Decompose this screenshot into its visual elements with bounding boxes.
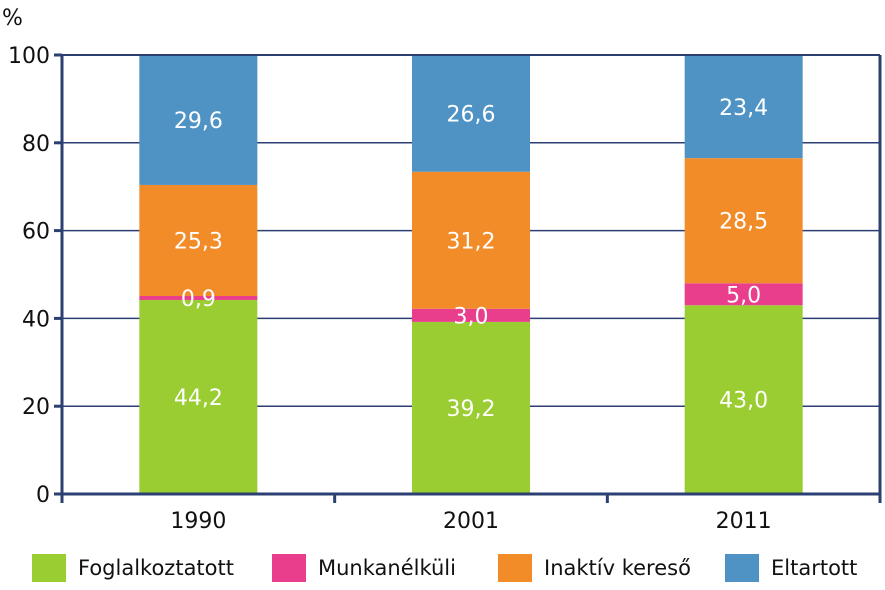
legend-label-munkanelkuli: Munkanélküli xyxy=(318,556,456,580)
data-label: 28,5 xyxy=(719,210,768,235)
bar-segment xyxy=(139,55,258,185)
bars xyxy=(139,55,803,494)
data-label: 29,6 xyxy=(174,109,223,134)
bar-segment xyxy=(684,55,803,159)
bar-segment xyxy=(412,321,530,494)
y-unit-label: % xyxy=(2,6,23,31)
bar-segment xyxy=(684,158,803,284)
bar-segment xyxy=(139,184,258,297)
legend-swatch-munkanelkuli xyxy=(272,554,306,582)
data-label: 44,2 xyxy=(174,386,223,411)
y-tick-label: 20 xyxy=(22,395,50,420)
axes xyxy=(54,53,882,503)
bar-segment xyxy=(684,305,803,494)
data-label: 39,2 xyxy=(447,397,496,422)
data-label: 26,6 xyxy=(447,102,496,127)
y-tick-label: 100 xyxy=(8,44,50,69)
data-label: 25,3 xyxy=(174,229,223,254)
x-tick-label: 2001 xyxy=(443,509,499,534)
stacked-bar-chart: % 0 20 40 60 80 100 44,2 0,9 25,3 29,6 1990 39,2 3,0… xyxy=(2,6,882,534)
y-tick-label: 80 xyxy=(22,132,50,157)
legend-item-eltartott: Eltartott xyxy=(725,548,857,588)
bar-segment xyxy=(139,296,258,300)
legend-item-inaktiv-kereso: Inaktív kereső xyxy=(498,548,691,588)
x-tick-label: 1990 xyxy=(170,509,226,534)
data-label: 23,4 xyxy=(719,96,768,121)
data-label: 31,2 xyxy=(447,229,496,254)
legend-item-munkanelkuli: Munkanélküli xyxy=(272,548,456,588)
legend: Foglalkoztatott Munkanélküli Inaktív ker… xyxy=(0,548,885,588)
bar-segment xyxy=(684,283,803,306)
bar-segment xyxy=(139,299,258,494)
bar-segment xyxy=(412,171,530,309)
data-label: 0,9 xyxy=(181,287,216,312)
data-label: 3,0 xyxy=(454,304,489,329)
data-label: 5,0 xyxy=(726,283,761,308)
data-label: 43,0 xyxy=(719,389,768,414)
labels: 0 20 40 60 80 100 44,2 0,9 25,3 29,6 1990 39,2 3,0 31… xyxy=(8,44,772,534)
y-tick-label: 0 xyxy=(36,483,50,508)
legend-swatch-eltartott xyxy=(725,554,759,582)
legend-swatch-foglalkoztatott xyxy=(32,554,66,582)
legend-item-foglalkoztatott: Foglalkoztatott xyxy=(32,548,234,588)
y-tick-label: 40 xyxy=(22,307,50,332)
legend-label-inaktiv-kereso: Inaktív kereső xyxy=(544,556,691,580)
legend-label-eltartott: Eltartott xyxy=(771,556,858,580)
x-tick-label: 2011 xyxy=(716,509,772,534)
bar-segment xyxy=(412,55,530,172)
bar-segment xyxy=(412,308,530,322)
legend-swatch-inaktiv-kereso xyxy=(498,554,532,582)
y-tick-label: 60 xyxy=(22,220,50,245)
legend-label-foglalkoztatott: Foglalkoztatott xyxy=(78,556,234,580)
